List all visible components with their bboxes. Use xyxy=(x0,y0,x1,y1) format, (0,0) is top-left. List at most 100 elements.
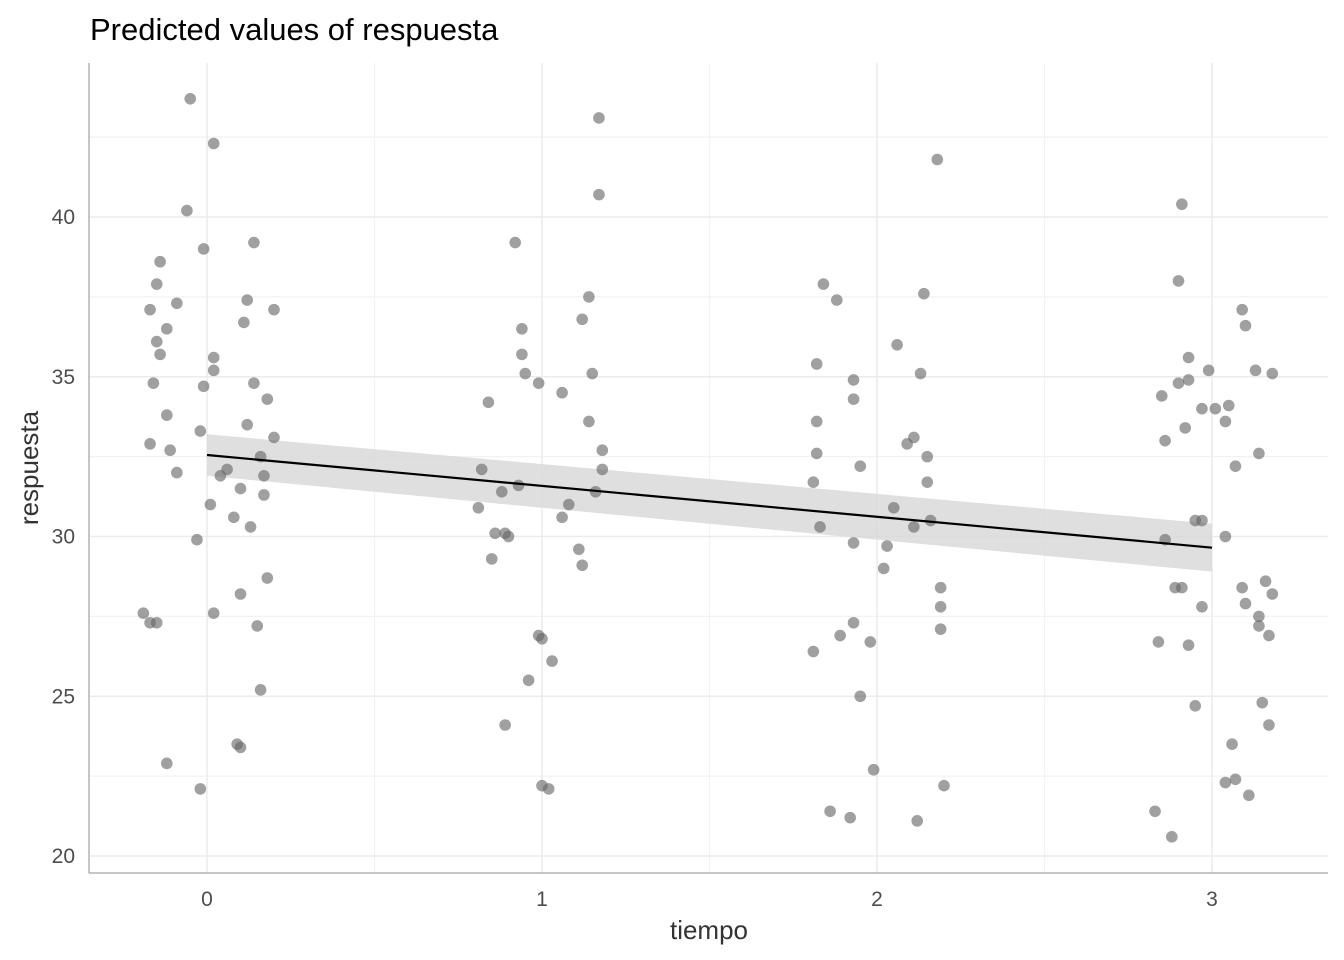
data-point-133 xyxy=(1196,402,1208,415)
data-point-160 xyxy=(1226,738,1238,750)
data-point-164 xyxy=(1149,805,1161,818)
data-point-79 xyxy=(536,632,548,645)
data-point-109 xyxy=(934,581,947,594)
data-point-35 xyxy=(228,511,240,524)
data-point-151 xyxy=(1196,600,1208,613)
data-point-75 xyxy=(573,543,585,556)
x-tick-label-3: 3 xyxy=(1206,888,1218,911)
data-point-142 xyxy=(1196,514,1208,527)
data-point-140 xyxy=(1229,460,1242,473)
data-point-127 xyxy=(1249,364,1262,377)
data-point-31 xyxy=(258,469,270,482)
data-point-6 xyxy=(150,278,163,290)
data-point-115 xyxy=(807,645,820,658)
data-point-34 xyxy=(204,498,217,511)
data-points xyxy=(137,92,1279,843)
data-point-162 xyxy=(1219,776,1232,789)
data-point-156 xyxy=(1182,639,1195,651)
data-point-23 xyxy=(194,425,207,437)
data-point-93 xyxy=(847,393,860,405)
data-point-17 xyxy=(147,377,160,389)
data-point-16 xyxy=(207,364,220,377)
data-point-59 xyxy=(532,377,545,389)
data-point-130 xyxy=(1182,374,1195,386)
grid-minor xyxy=(89,63,1328,873)
x-axis-label: tiempo xyxy=(670,915,748,945)
data-point-148 xyxy=(1236,581,1248,594)
data-point-45 xyxy=(254,684,267,696)
fit-line-group xyxy=(206,453,1213,549)
data-point-85 xyxy=(931,153,944,166)
data-point-20 xyxy=(261,393,274,405)
data-point-94 xyxy=(810,415,823,428)
data-point-134 xyxy=(1209,402,1222,415)
data-point-102 xyxy=(887,501,900,514)
data-point-90 xyxy=(810,358,823,370)
data-point-49 xyxy=(194,783,207,795)
data-point-81 xyxy=(522,674,535,687)
data-point-129 xyxy=(1266,367,1279,380)
fit-line xyxy=(206,453,1213,549)
data-point-10 xyxy=(268,303,280,316)
data-point-99 xyxy=(854,460,867,473)
data-point-121 xyxy=(911,815,923,827)
data-point-100 xyxy=(807,476,820,488)
data-point-143 xyxy=(1219,530,1232,543)
x-tick-labels: 0 1 2 3 xyxy=(201,888,1218,911)
confidence-band xyxy=(207,434,1212,572)
data-point-18 xyxy=(197,380,210,393)
data-point-126 xyxy=(1182,351,1195,364)
data-point-13 xyxy=(150,335,163,348)
data-point-24 xyxy=(268,431,280,444)
y-tick-label-3: 35 xyxy=(52,366,75,389)
data-point-82 xyxy=(499,719,511,731)
data-point-25 xyxy=(144,438,156,450)
data-point-116 xyxy=(854,690,867,703)
data-point-124 xyxy=(1236,303,1248,316)
data-point-135 xyxy=(1222,399,1235,412)
data-point-97 xyxy=(810,447,823,460)
data-point-69 xyxy=(563,498,575,511)
data-point-149 xyxy=(1266,588,1279,600)
data-point-9 xyxy=(241,294,253,306)
data-point-65 xyxy=(596,463,609,476)
data-point-80 xyxy=(546,655,558,667)
data-point-44 xyxy=(251,620,264,632)
data-point-62 xyxy=(583,415,595,428)
data-point-105 xyxy=(908,521,920,533)
data-point-150 xyxy=(1239,597,1252,610)
data-point-145 xyxy=(1259,575,1272,588)
data-point-113 xyxy=(834,629,846,642)
data-point-50 xyxy=(593,112,605,124)
data-point-2 xyxy=(181,204,193,217)
data-point-89 xyxy=(891,339,903,351)
data-point-38 xyxy=(261,572,274,584)
data-point-87 xyxy=(831,294,843,306)
data-point-117 xyxy=(867,763,880,776)
data-point-41 xyxy=(207,607,220,619)
data-point-47 xyxy=(234,741,247,754)
data-point-57 xyxy=(519,367,532,380)
data-point-139 xyxy=(1253,447,1265,460)
data-point-76 xyxy=(485,553,498,565)
data-point-29 xyxy=(171,466,183,479)
data-point-96 xyxy=(901,438,913,450)
data-point-30 xyxy=(214,469,227,482)
data-point-67 xyxy=(496,485,508,498)
data-point-1 xyxy=(207,137,220,150)
data-point-108 xyxy=(877,562,890,575)
data-point-55 xyxy=(516,323,528,335)
data-point-88 xyxy=(918,287,930,300)
data-point-86 xyxy=(817,278,830,290)
data-point-39 xyxy=(234,588,247,600)
data-point-131 xyxy=(1172,377,1185,389)
data-point-107 xyxy=(881,540,893,552)
data-point-61 xyxy=(482,396,495,409)
data-point-5 xyxy=(154,255,166,268)
data-point-104 xyxy=(814,521,826,533)
data-point-22 xyxy=(241,418,253,431)
data-point-52 xyxy=(509,236,521,249)
x-tick-label-0: 0 xyxy=(201,888,213,911)
y-tick-label-0: 20 xyxy=(52,845,75,868)
